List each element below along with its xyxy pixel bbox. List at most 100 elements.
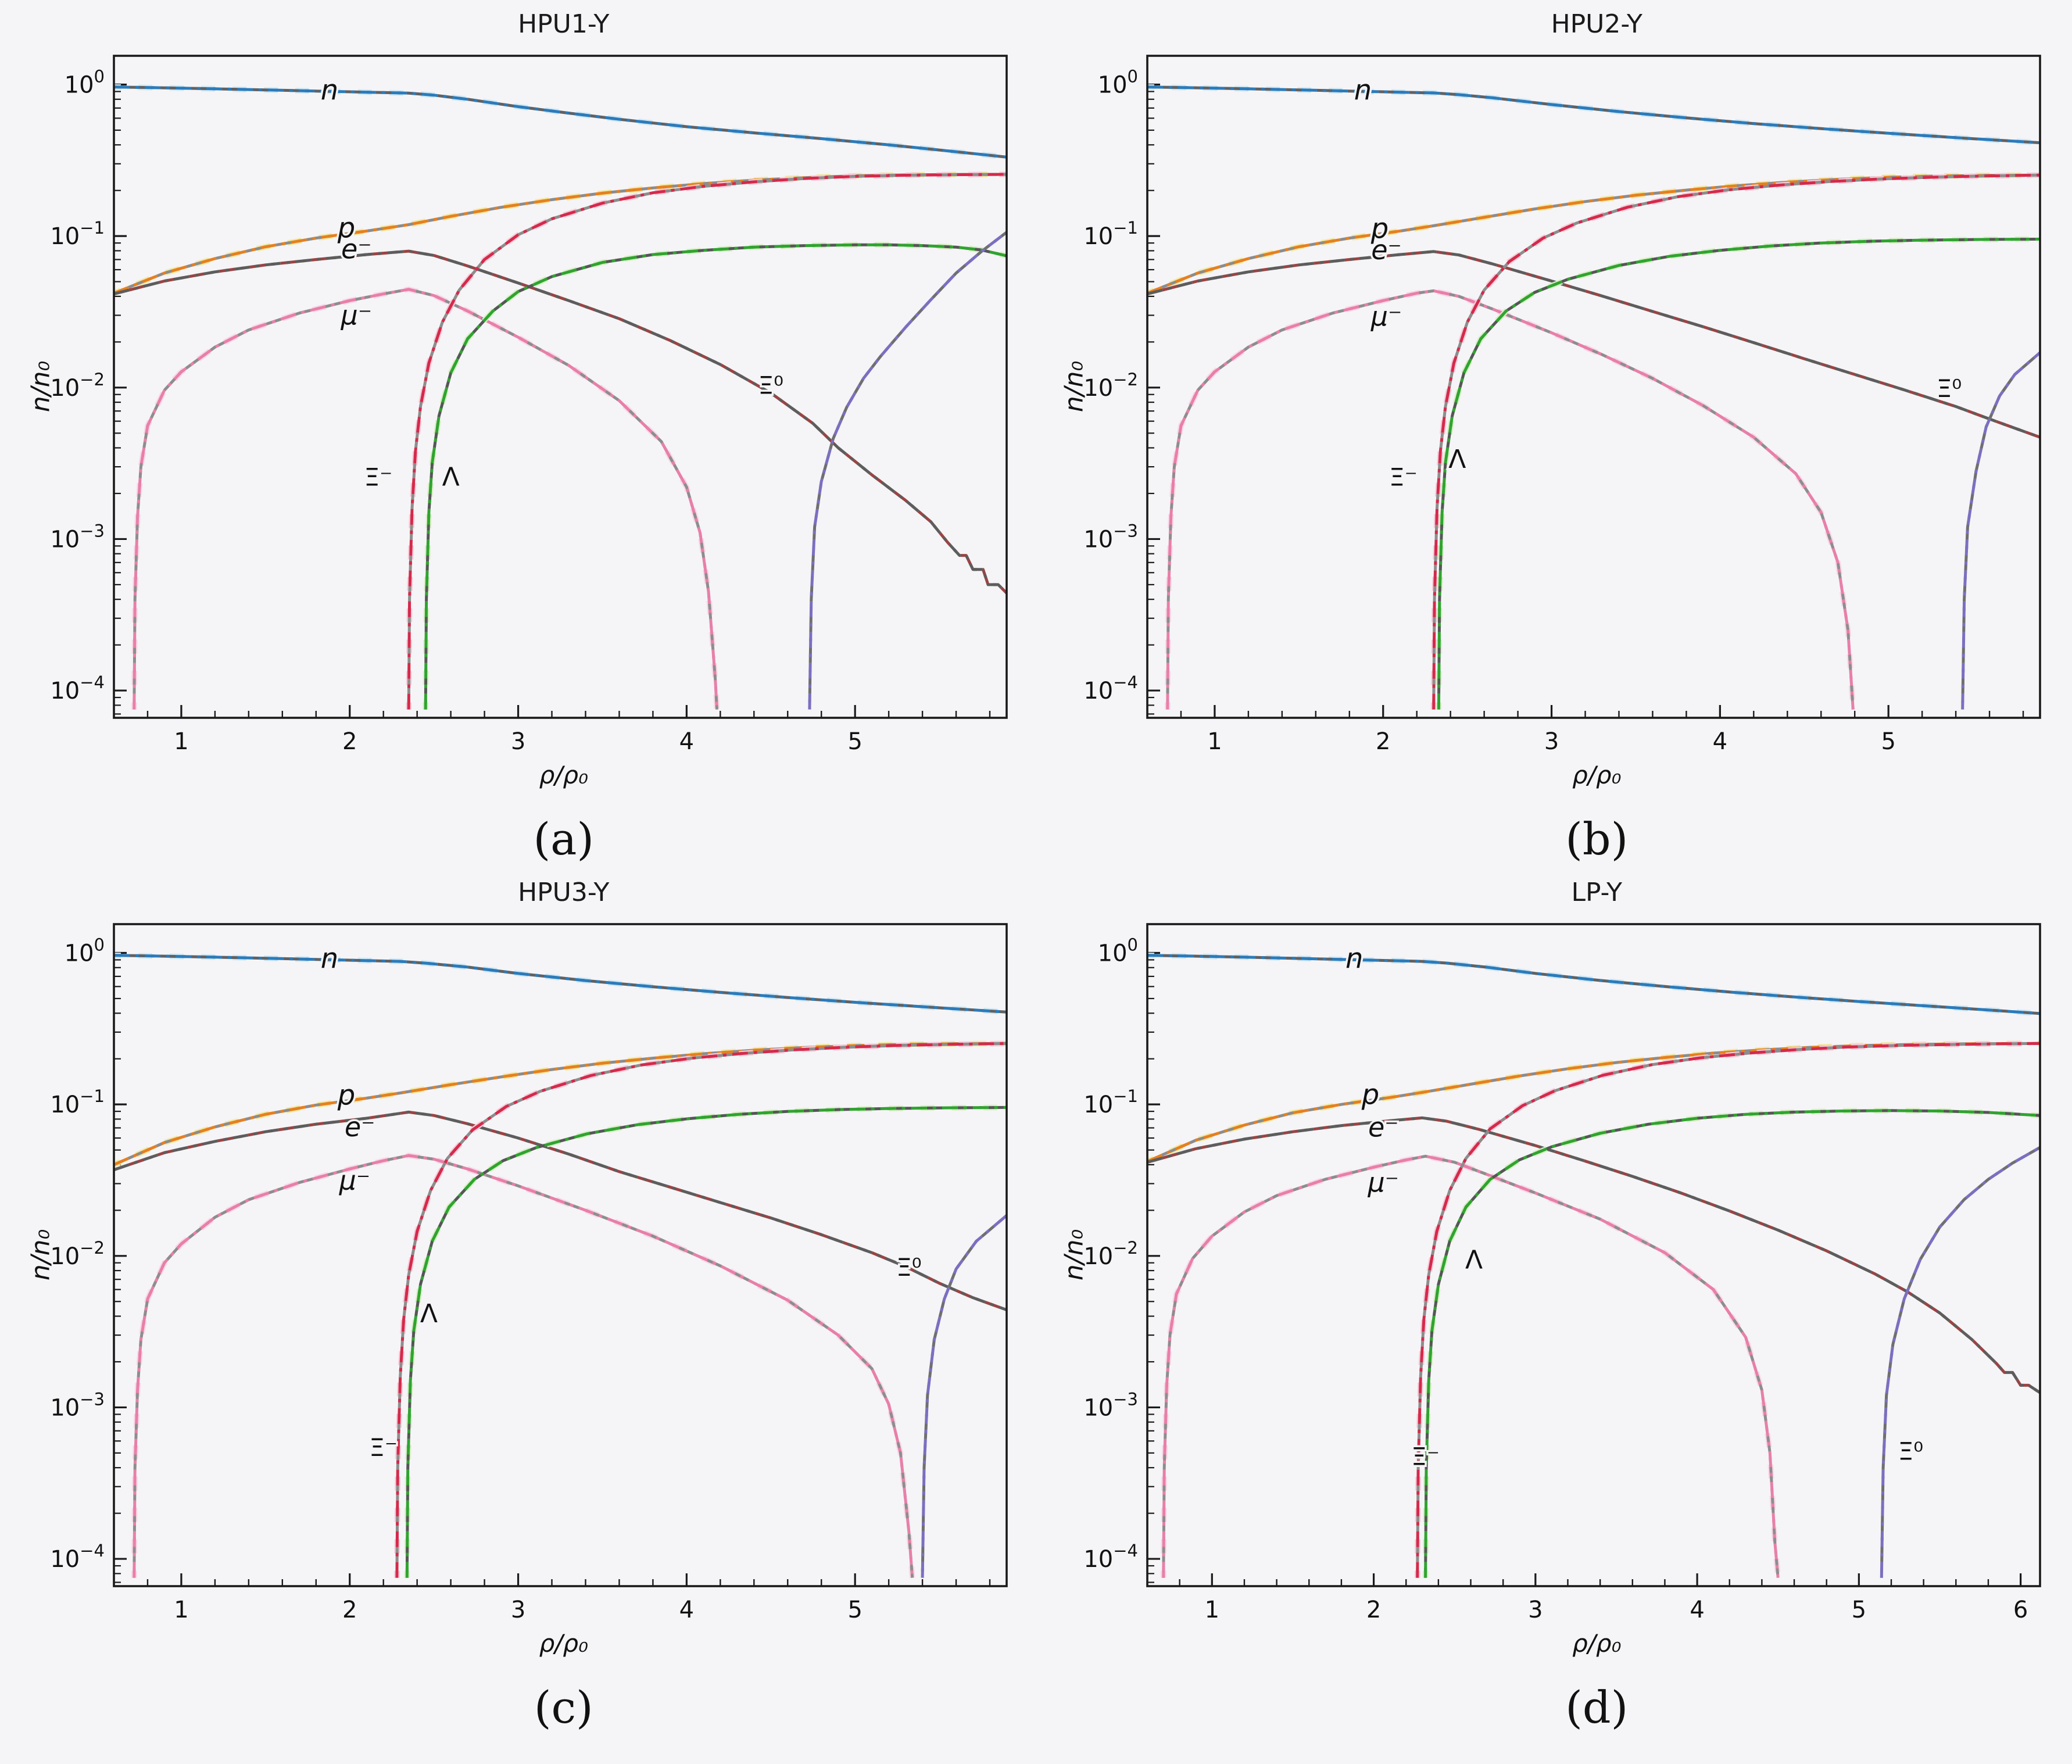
particle-label-Ξ⁻: Ξ⁻ [369,1433,398,1462]
curve-e [114,1110,1007,1312]
curve-xi-zero [1960,351,2040,710]
x-tick-label: 4 [1712,728,1727,755]
x-axis-ticks [1146,705,2024,718]
curve-p [1147,173,2040,295]
x-tick-label: 4 [679,728,694,755]
curve-xi-zero [921,1214,1007,1578]
curve-alt-xi-zero [808,231,1007,710]
x-tick-label: 6 [2013,1597,2027,1623]
y-tick-label: 10−2 [1083,370,1138,402]
particle-label-p: p [1361,1078,1379,1111]
x-tick-label: 2 [342,728,357,755]
curve-mu [1165,289,1855,710]
particle-label-Ξ⁰: Ξ⁰ [896,1253,921,1282]
subplot-caption-b: (b) [1565,813,1629,865]
curve-e [1147,250,2040,439]
curve-lambda [424,243,1007,710]
curve-xi-minus [395,1042,1007,1578]
curve-halo-xi-minus [406,171,1007,710]
curve-alt-xi-zero [1960,351,2040,710]
particle-label-Ξ⁰: Ξ⁰ [1936,374,1961,403]
plot-canvas-c: 1 2 3 4 5 100 10−1 10−2 10−3 10−4 n pe⁻ μ⁻ Ξ⁻ Λ Ξ⁰ [50,923,1008,1623]
x-axis-label-c: ρ/ρ₀ [539,1629,588,1658]
particle-label-n: n [1345,942,1362,975]
x-tick-label: 1 [1207,728,1222,755]
y-tick-label: 10−3 [1083,521,1138,553]
plot-area-b: n/n₀ 1 2 3 4 5 100 10−1 10−2 10−3 10−4 n p e⁻ μ⁻ Ξ⁻ Λ Ξ⁰ [1044,41,2055,761]
y-tick-label: 10−3 [50,1389,105,1421]
y-tick-label: 10−1 [1083,1086,1138,1118]
plot-canvas-b: 1 2 3 4 5 100 10−1 10−2 10−3 10−4 n pe⁻ μ⁻ Ξ⁻ Λ Ξ⁰ [1083,55,2041,755]
particle-label-n: n [1354,74,1371,106]
curve-alt-mu [133,1154,914,1578]
curve-alt-mu [1161,1154,1780,1578]
particle-label-Ξ⁻: Ξ⁻ [1411,1443,1440,1471]
particle-label-μ⁻: μ⁻ [1367,1167,1399,1198]
x-tick-label: 5 [847,1597,862,1623]
particle-label-Ξ⁰: Ξ⁰ [1898,1437,1923,1465]
curve-alt-p [114,1042,1007,1167]
curve-alt-n [1147,85,2040,145]
curve-xi-zero [1880,1146,2040,1578]
plot-frame [113,55,1008,719]
particle-label-μ⁻: μ⁻ [1370,300,1402,332]
curve-alt-mu [1165,289,1855,710]
particle-label-n: n [321,942,338,975]
particle-label-e⁻: e⁻ [1368,1112,1398,1143]
y-axis-label-a: n/n₀ [26,360,56,413]
y-axis-label-b: n/n₀ [1059,360,1089,413]
y-tick-label: 100 [65,935,105,967]
curves [1147,952,2040,1579]
y-tick-label: 10−1 [1083,218,1138,250]
particle-label-p: p [337,1079,355,1111]
particle-label-e⁻: e⁻ [345,1111,375,1143]
particle-label-Λ: Λ [442,462,460,492]
curve-xi-minus [407,173,1007,710]
y-tick-label: 10−2 [50,1238,105,1270]
x-tick-label: 3 [1544,728,1558,755]
curve-halo-mu [131,1153,915,1578]
curve-n [1147,85,2040,145]
y-tick-label: 10−1 [50,218,105,250]
y-tick-label: 10−2 [50,370,105,402]
plot-title-a: HPU1-Y [518,9,610,39]
curve-alt-xi-minus [395,1042,1007,1578]
curve-alt-p [1147,173,2040,295]
curve-halo-p [1147,1040,2040,1164]
curve-alt-xi-zero [921,1214,1007,1578]
curve-n [114,954,1007,1014]
y-tick-label: 10−3 [1083,1389,1138,1421]
curves [1147,84,2040,710]
y-tick-label: 10−4 [50,672,105,704]
x-tick-label: 5 [1851,1597,1866,1623]
curve-mu [133,1154,914,1578]
curve-alt-xi-minus [407,173,1007,710]
plot-title-c: HPU3-Y [518,878,610,907]
curve-xi-zero [808,231,1007,710]
x-axis-label-a: ρ/ρ₀ [539,761,588,789]
x-tick-label: 4 [679,1597,694,1623]
particle-label-μ⁻: μ⁻ [341,299,373,331]
x-tick-label: 2 [342,1597,357,1623]
x-tick-label: 1 [1204,1597,1219,1623]
curve-alt-e [1147,250,2040,439]
y-tick-label: 10−1 [50,1086,105,1118]
particle-label-μ⁻: μ⁻ [339,1165,371,1196]
plot-frame [1146,923,2041,1587]
curve-halo-p [1147,172,2040,296]
y-tick-label: 10−4 [1083,672,1138,704]
y-tick-label: 100 [1097,935,1137,967]
curve-alt-lambda [1437,237,2040,710]
x-tick-label: 2 [1376,728,1390,755]
particle-label-Λ: Λ [420,1299,438,1329]
curve-xi-minus [1432,173,2040,710]
y-axis-ticks [114,83,127,715]
curves [114,952,1007,1578]
curve-alt-n [114,954,1007,1014]
curve-halo-lambda [1436,236,2040,710]
particle-label-e⁻: e⁻ [341,234,372,265]
curve-n [1147,954,2040,1015]
y-tick-label: 100 [65,67,105,99]
particle-label-Ξ⁰: Ξ⁰ [758,371,783,399]
